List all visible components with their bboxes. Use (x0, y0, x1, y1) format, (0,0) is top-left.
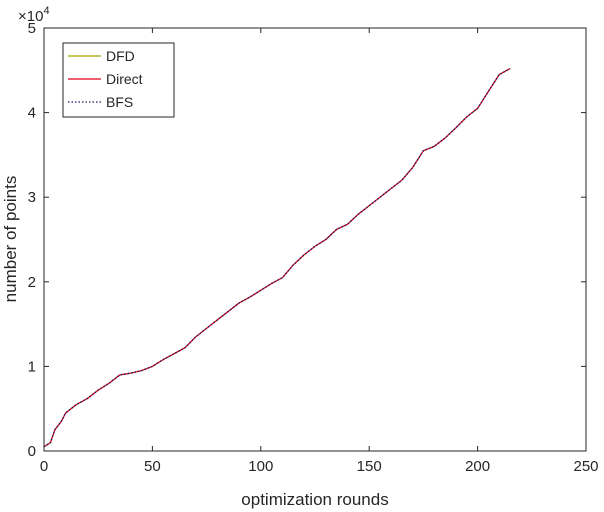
x-tick-label: 100 (248, 458, 273, 475)
y-tick-label: 4 (28, 105, 36, 122)
x-tick-label: 200 (465, 458, 490, 475)
legend-box (62, 42, 175, 118)
y-axis-exponent-base: ×10 (18, 8, 43, 25)
x-tick-label: 0 (40, 458, 48, 475)
y-tick-label: 3 (28, 189, 36, 206)
y-tick-label: 1 (28, 358, 36, 375)
y-axis-ticks: 0 1 2 3 4 5 (28, 20, 586, 460)
legend-label-bfs: BFS (106, 94, 133, 110)
axes-box (43, 27, 587, 452)
legend-entries: DFD Direct BFS (68, 48, 143, 110)
y-axis-exponent: ×104 (18, 5, 50, 25)
x-tick-label: 250 (573, 458, 598, 475)
x-axis-ticks: 0 50 100 150 200 250 (40, 28, 599, 475)
y-axis-label: number of points (1, 176, 20, 303)
legend-label-direct: Direct (106, 71, 143, 87)
y-axis-exponent-power: 4 (43, 5, 49, 17)
y-tick-label: 5 (28, 20, 36, 37)
series-line-bfs (43, 67, 511, 448)
y-tick-label: 2 (28, 274, 36, 291)
legend-label-dfd: DFD (106, 48, 135, 64)
x-axis-label: optimization rounds (241, 490, 388, 509)
series-layer (43, 67, 511, 448)
x-tick-label: 50 (144, 458, 161, 475)
y-tick-label: 0 (28, 443, 36, 460)
legend[interactable]: DFD Direct BFS (62, 42, 175, 118)
x-tick-label: 150 (357, 458, 382, 475)
